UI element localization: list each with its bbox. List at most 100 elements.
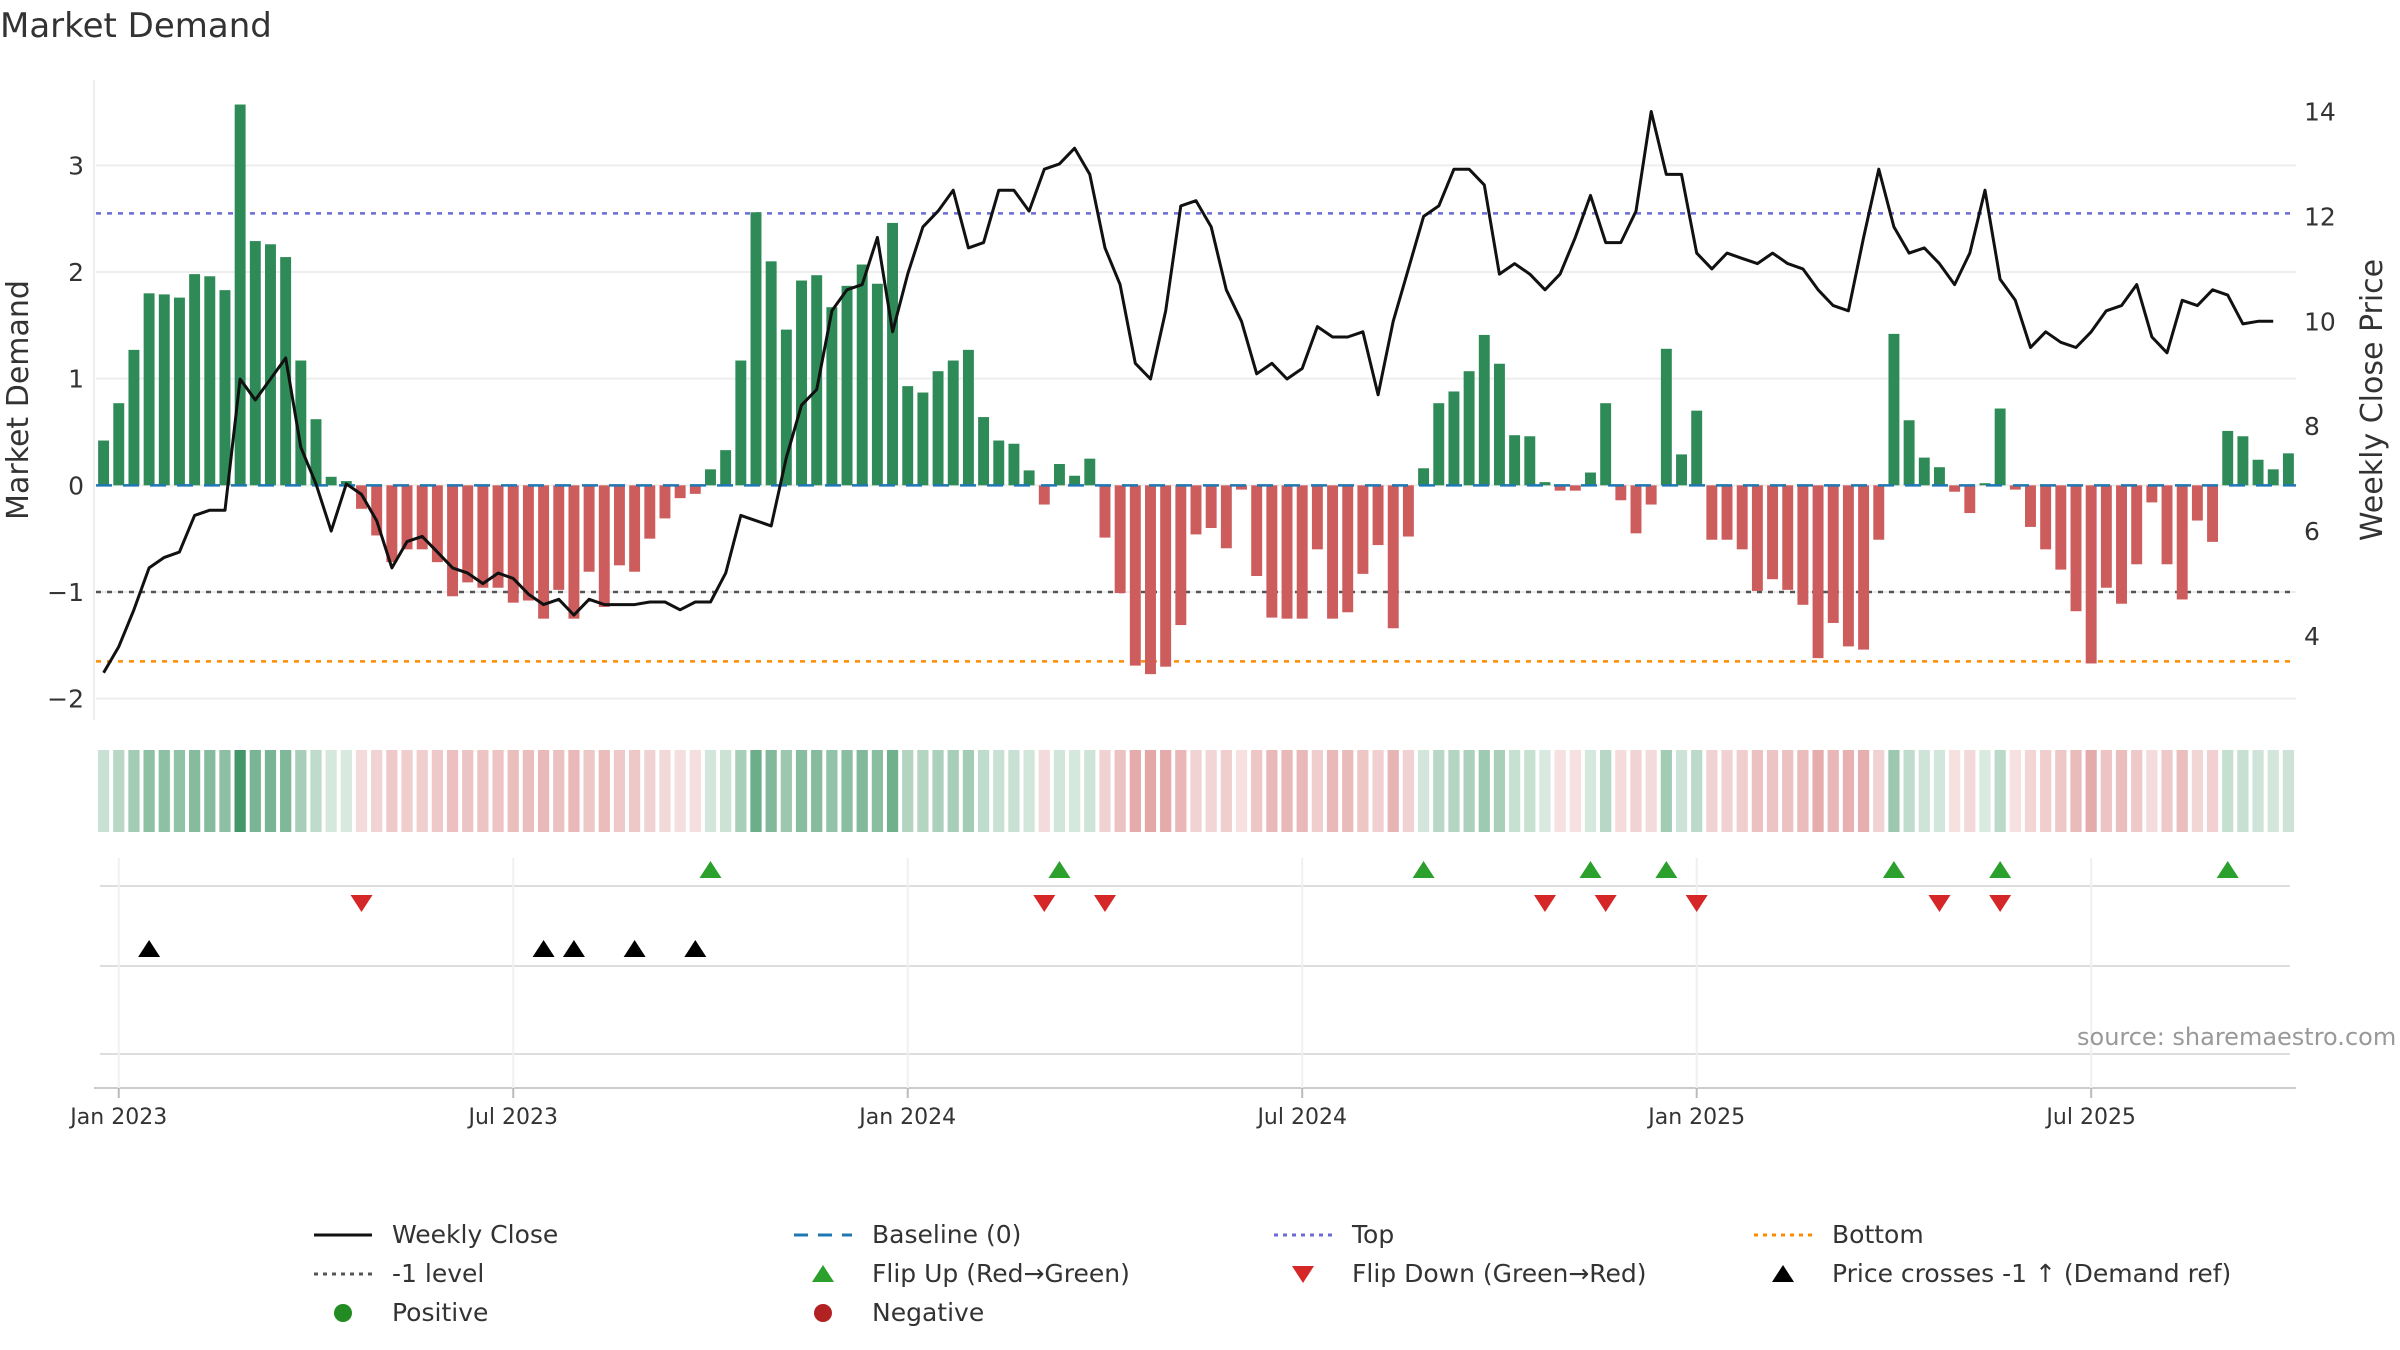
demand-bar [325, 476, 337, 486]
legend-item-minus-one: -1 level [312, 1259, 484, 1288]
demand-bar [204, 276, 216, 486]
heat-cell [522, 750, 535, 832]
heat-cell [1311, 750, 1323, 832]
demand-bar [613, 485, 625, 566]
heat-cell [2161, 750, 2173, 832]
demand-bar [871, 283, 883, 486]
heat-cell [1251, 750, 1263, 832]
demand-bar [1281, 485, 1293, 619]
heat-cell [1842, 750, 1855, 832]
demand-bar [826, 307, 838, 486]
heat-cell [1600, 750, 1612, 832]
heat-cell [659, 750, 671, 832]
heat-cell [492, 750, 504, 832]
demand-bar [765, 261, 777, 486]
heat-cell [537, 750, 550, 832]
heat-cell [1235, 750, 1248, 832]
heat-cell [128, 750, 140, 832]
demand-bar [143, 293, 155, 486]
heat-cell [993, 750, 1005, 832]
y-axis-label: Market Demand [1, 280, 36, 520]
demand-bar [978, 417, 990, 486]
legend-item-positive: Positive [312, 1298, 488, 1327]
x-tick-label: Jul 2024 [1255, 1105, 1347, 1130]
heat-cell [1766, 750, 1779, 832]
demand-bar [947, 360, 959, 486]
heat-cell [2040, 750, 2052, 832]
heat-cell [401, 750, 413, 832]
heat-cell [1584, 750, 1597, 832]
heat-cell [1038, 750, 1050, 832]
heat-cell [962, 750, 975, 832]
red-dot-icon [814, 1303, 832, 1322]
demand-bar [583, 485, 595, 572]
demand-bar [1903, 420, 1915, 486]
heat-cell [1949, 750, 1961, 832]
bottom-swatch-icon [1754, 1233, 1812, 1236]
heat-cell [507, 750, 519, 832]
heat-cell [598, 750, 610, 832]
flip-up-marker [1048, 861, 1071, 878]
flip-down-marker [1989, 895, 2012, 912]
flip-up-marker [1412, 861, 1435, 878]
flip-down-marker [1685, 895, 1708, 912]
heat-cell [947, 750, 959, 832]
heat-cell [1175, 750, 1187, 832]
demand-bar [538, 485, 550, 619]
heat-cell [1569, 750, 1581, 832]
demand-bar [1023, 470, 1035, 486]
heat-cell [674, 750, 686, 832]
demand-bar [492, 485, 504, 588]
legend-label: Positive [392, 1298, 489, 1327]
demand-bar [310, 419, 322, 486]
heat-cell [977, 750, 990, 832]
flip-down-marker [1594, 895, 1617, 912]
demand-bar [1493, 363, 1505, 486]
source-credit: source: sharemaestro.com [2077, 1023, 2397, 1051]
demand-bar [1660, 348, 1672, 486]
demand-bar [2009, 485, 2021, 490]
demand-bar [477, 485, 489, 588]
heat-cell [1296, 750, 1308, 832]
demand-bar [705, 469, 716, 486]
heat-cell [325, 750, 337, 832]
heat-cell [371, 750, 383, 832]
demand-bar [1736, 485, 1748, 550]
demand-bar [507, 485, 519, 603]
heat-cell [1160, 750, 1172, 832]
y2-tick-label: 6 [2304, 517, 2320, 546]
demand-bar [401, 485, 413, 550]
heat-cell [462, 750, 474, 832]
legend-item-top: Top [1272, 1220, 1394, 1249]
heat-cell [2055, 750, 2067, 832]
heat-cell [1326, 750, 1339, 832]
demand-bar [1751, 485, 1763, 591]
heat-cell [280, 750, 292, 832]
heat-cell [1114, 750, 1126, 832]
y-tick-label: −1 [47, 578, 84, 607]
demand-bar [1327, 485, 1339, 619]
y2-tick-label: 12 [2304, 202, 2336, 231]
demand-bar [2100, 485, 2112, 588]
heat-cell [158, 750, 170, 832]
demand-bar [2267, 469, 2279, 486]
demand-bar [1114, 485, 1126, 594]
demand-bar [1827, 485, 1839, 623]
demand-bar [265, 244, 276, 486]
y2-tick-label: 8 [2304, 412, 2320, 441]
demand-bar [2252, 459, 2264, 486]
x-tick-label: Jan 2023 [68, 1105, 167, 1130]
heat-cell [841, 750, 853, 832]
heat-cell [2191, 750, 2203, 832]
demand-bar [1994, 408, 2006, 486]
heat-cell [295, 750, 307, 832]
heat-cell [1266, 750, 1278, 832]
demand-bar [644, 485, 656, 539]
demand-bar [1797, 485, 1809, 605]
demand-bar [1585, 472, 1596, 486]
heat-cell [2222, 750, 2234, 832]
heat-cell [1357, 750, 1369, 832]
demand-bar [371, 485, 383, 536]
heat-cell [97, 750, 110, 832]
heat-cell [704, 750, 717, 832]
